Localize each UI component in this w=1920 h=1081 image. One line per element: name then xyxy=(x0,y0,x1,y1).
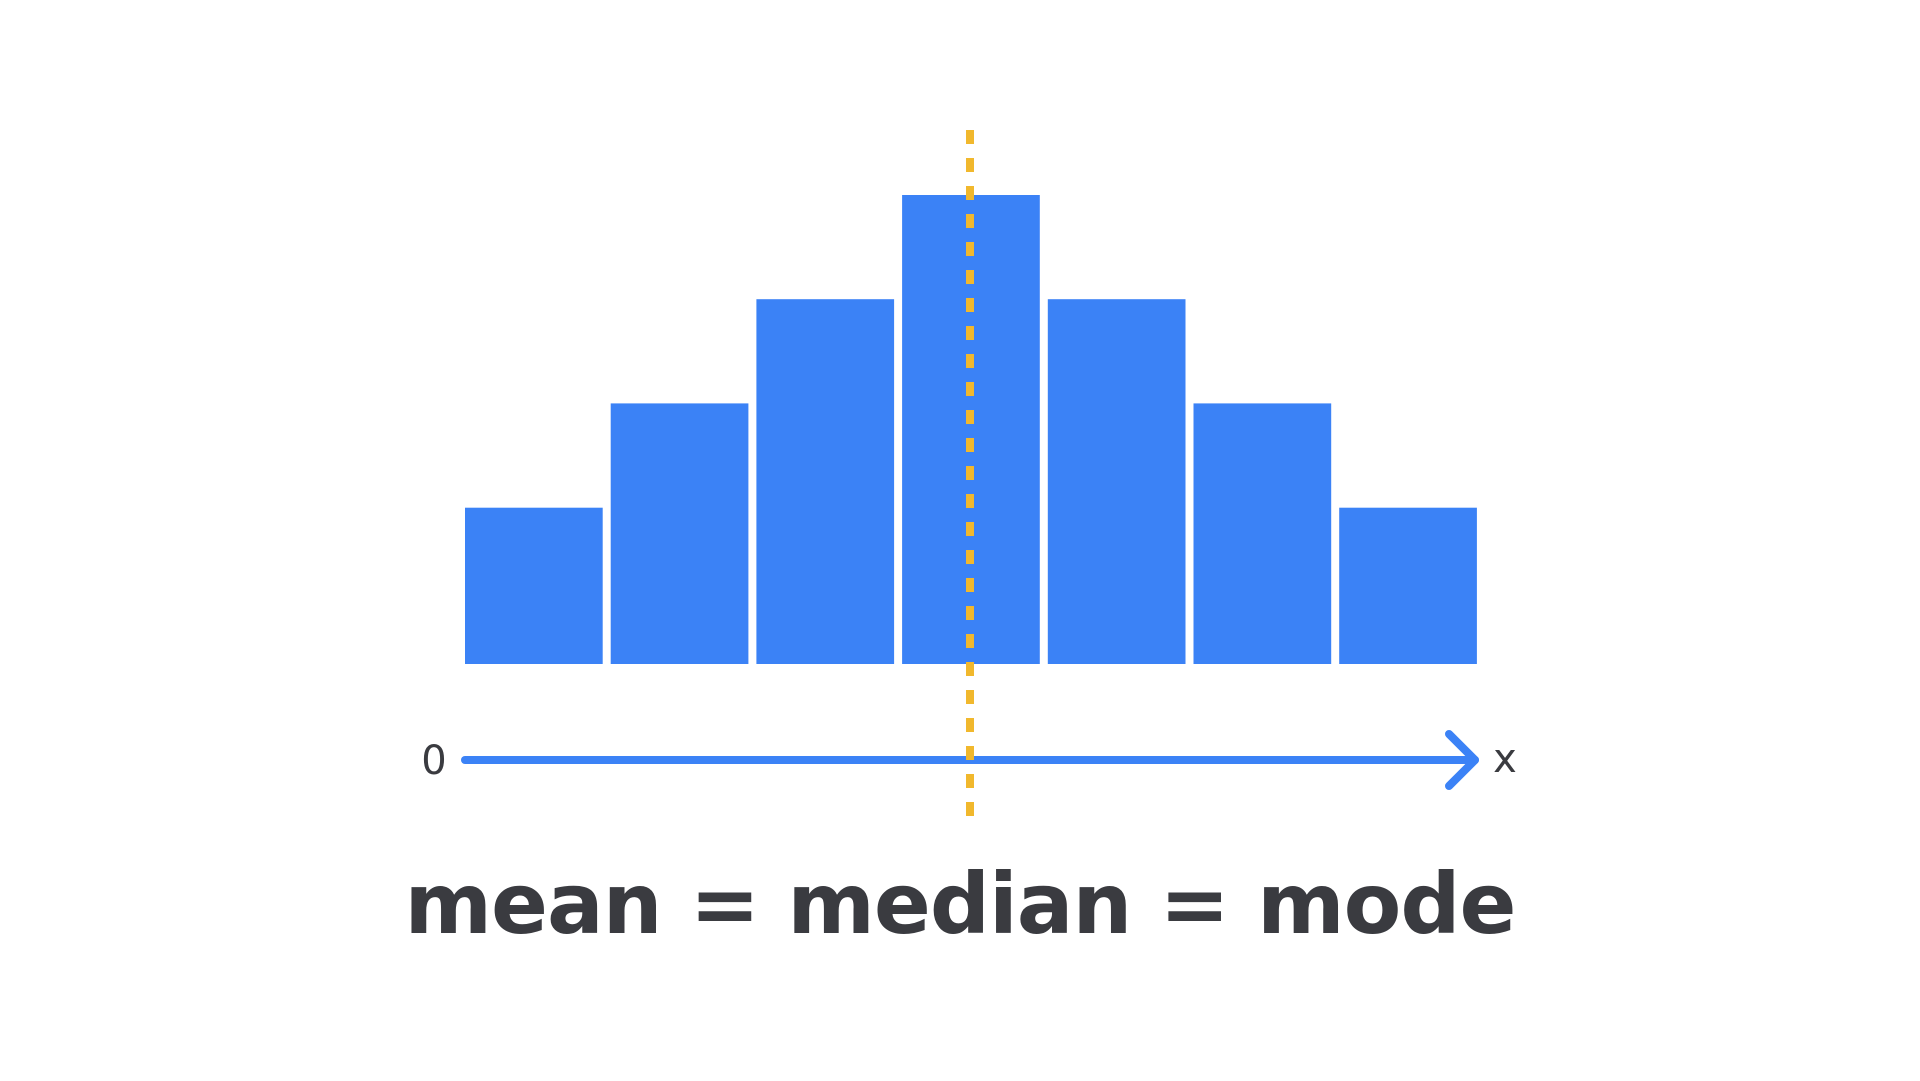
histogram-bar-5 xyxy=(1047,299,1186,664)
histogram-bar-2 xyxy=(610,403,749,664)
histogram-bar-7 xyxy=(1339,507,1477,664)
x-axis-arrowhead xyxy=(1445,730,1479,790)
histogram-bar-3 xyxy=(756,299,895,664)
bars-group xyxy=(465,195,1477,664)
histogram-bar-1 xyxy=(465,507,603,664)
formula-text: mean = median = mode xyxy=(404,855,1517,953)
origin-label: 0 xyxy=(421,738,446,784)
histogram-bar-4 xyxy=(902,195,1040,664)
x-axis-label: x xyxy=(1493,736,1517,782)
histogram-bar-6 xyxy=(1193,403,1332,664)
